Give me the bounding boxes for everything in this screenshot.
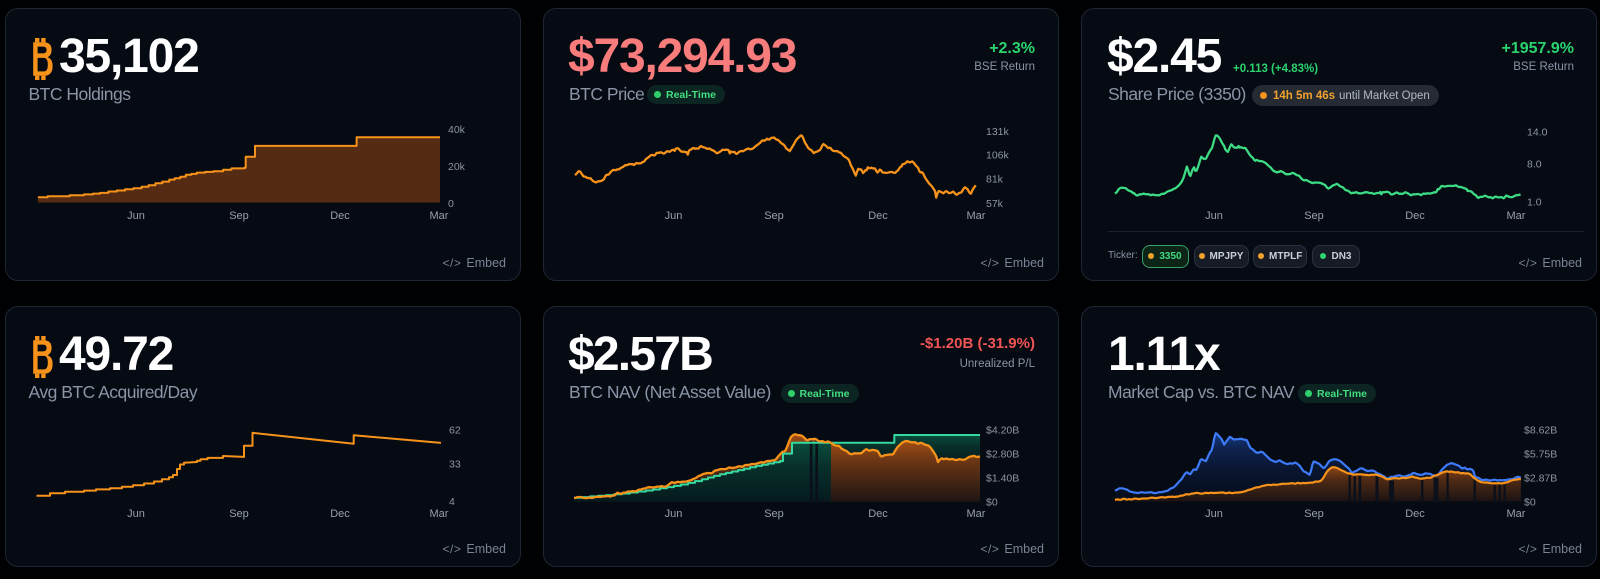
svg-text:Mar: Mar: [430, 210, 449, 222]
svg-text:0: 0: [448, 198, 454, 210]
svg-text:57k: 57k: [986, 198, 1004, 210]
svg-text:81k: 81k: [986, 174, 1004, 186]
svg-text:Sep: Sep: [229, 210, 249, 222]
svg-text:Sep: Sep: [229, 508, 249, 520]
svg-text:$5.75B: $5.75B: [1524, 449, 1557, 461]
svg-text:Jun: Jun: [127, 210, 145, 222]
svg-text:$8.62B: $8.62B: [1524, 425, 1557, 437]
svg-text:Sep: Sep: [764, 210, 784, 222]
svg-text:Dec: Dec: [330, 210, 350, 222]
svg-text:Jun: Jun: [665, 508, 683, 520]
svg-text:Mar: Mar: [1507, 508, 1526, 520]
svg-text:$0: $0: [986, 497, 998, 509]
svg-text:Sep: Sep: [764, 508, 784, 520]
svg-text:62: 62: [449, 425, 461, 437]
svg-text:Sep: Sep: [1304, 508, 1324, 520]
svg-text:Dec: Dec: [1405, 210, 1425, 222]
svg-text:Jun: Jun: [665, 210, 683, 222]
svg-text:8.0: 8.0: [1527, 159, 1542, 171]
svg-text:Jun: Jun: [127, 508, 145, 520]
svg-text:Dec: Dec: [868, 210, 888, 222]
svg-text:Jun: Jun: [1205, 508, 1223, 520]
svg-text:40k: 40k: [448, 124, 466, 136]
svg-text:$2.80B: $2.80B: [986, 449, 1019, 461]
svg-text:$1.40B: $1.40B: [986, 473, 1019, 485]
svg-text:$0: $0: [1524, 497, 1536, 509]
svg-text:20k: 20k: [448, 161, 466, 173]
svg-text:33: 33: [449, 459, 461, 471]
svg-text:131k: 131k: [986, 126, 1010, 138]
svg-text:$2.87B: $2.87B: [1524, 473, 1557, 485]
svg-text:Dec: Dec: [330, 508, 350, 520]
svg-text:Mar: Mar: [967, 210, 986, 222]
svg-text:Jun: Jun: [1205, 210, 1223, 222]
svg-text:4: 4: [449, 496, 455, 508]
svg-text:Dec: Dec: [868, 508, 888, 520]
svg-text:$4.20B: $4.20B: [986, 425, 1019, 437]
svg-text:Dec: Dec: [1405, 508, 1425, 520]
svg-text:1.0: 1.0: [1527, 197, 1542, 209]
svg-text:Mar: Mar: [967, 508, 986, 520]
svg-text:106k: 106k: [986, 150, 1010, 162]
svg-text:14.0: 14.0: [1527, 127, 1548, 139]
svg-text:Mar: Mar: [1507, 210, 1526, 222]
svg-text:Sep: Sep: [1304, 210, 1324, 222]
svg-text:Mar: Mar: [430, 508, 449, 520]
